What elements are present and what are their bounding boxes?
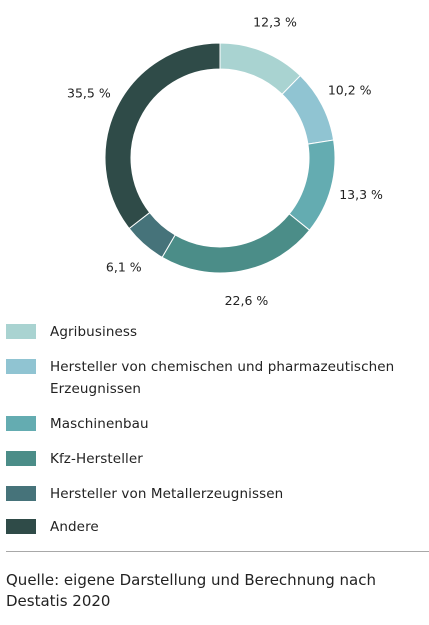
legend-item-andere: Andere <box>6 516 99 538</box>
slice-value-label-metallerzeugnisse: 6,1 % <box>106 259 142 274</box>
donut-slice-kfz-hersteller <box>161 213 311 274</box>
legend-item-kfz-hersteller: Kfz-Hersteller <box>6 448 143 470</box>
divider <box>6 551 429 552</box>
slice-value-label-chemie-pharma: 10,2 % <box>328 82 372 97</box>
donut-slice-agribusiness <box>219 42 301 95</box>
donut-slice-andere <box>104 42 221 230</box>
legend-item-maschinenbau: Maschinenbau <box>6 413 149 435</box>
donut-chart: 12,3 % 10,2 % 13,3 % 22,6 % 6,1 % 35,5 % <box>67 14 383 308</box>
legend-swatch <box>6 519 36 534</box>
legend-label: Maschinenbau <box>50 416 149 432</box>
legend-label: Kfz-Hersteller <box>50 451 143 467</box>
legend-swatch <box>6 451 36 466</box>
legend-label: Andere <box>50 519 99 535</box>
slice-value-label-agribusiness: 12,3 % <box>253 14 297 29</box>
donut-slice-maschinenbau <box>288 139 336 231</box>
legend-item-metallerzeugnisse: Hersteller von Metallerzeugnissen <box>6 483 283 505</box>
slice-value-label-andere: 35,5 % <box>67 85 111 100</box>
slice-value-label-maschinenbau: 13,3 % <box>339 187 383 202</box>
legend-swatch <box>6 416 36 431</box>
slice-value-label-kfz-hersteller: 22,6 % <box>225 293 269 308</box>
source-note: Quelle: eigene Darstellung und Berechnun… <box>6 571 376 610</box>
legend-swatch <box>6 359 36 374</box>
legend-label: Hersteller von Metallerzeugnissen <box>50 486 284 502</box>
legend-label: Agribusiness <box>50 324 138 340</box>
donut-slice-chemie-pharma <box>281 74 335 145</box>
legend-swatch <box>6 486 36 501</box>
legend-label: Hersteller von chemischen und pharmazeut… <box>50 359 395 397</box>
legend-item-agribusiness: Agribusiness <box>6 321 137 343</box>
legend-item-chemie-pharma: Hersteller von chemischen und pharmazeut… <box>6 356 424 400</box>
legend-swatch <box>6 324 36 339</box>
